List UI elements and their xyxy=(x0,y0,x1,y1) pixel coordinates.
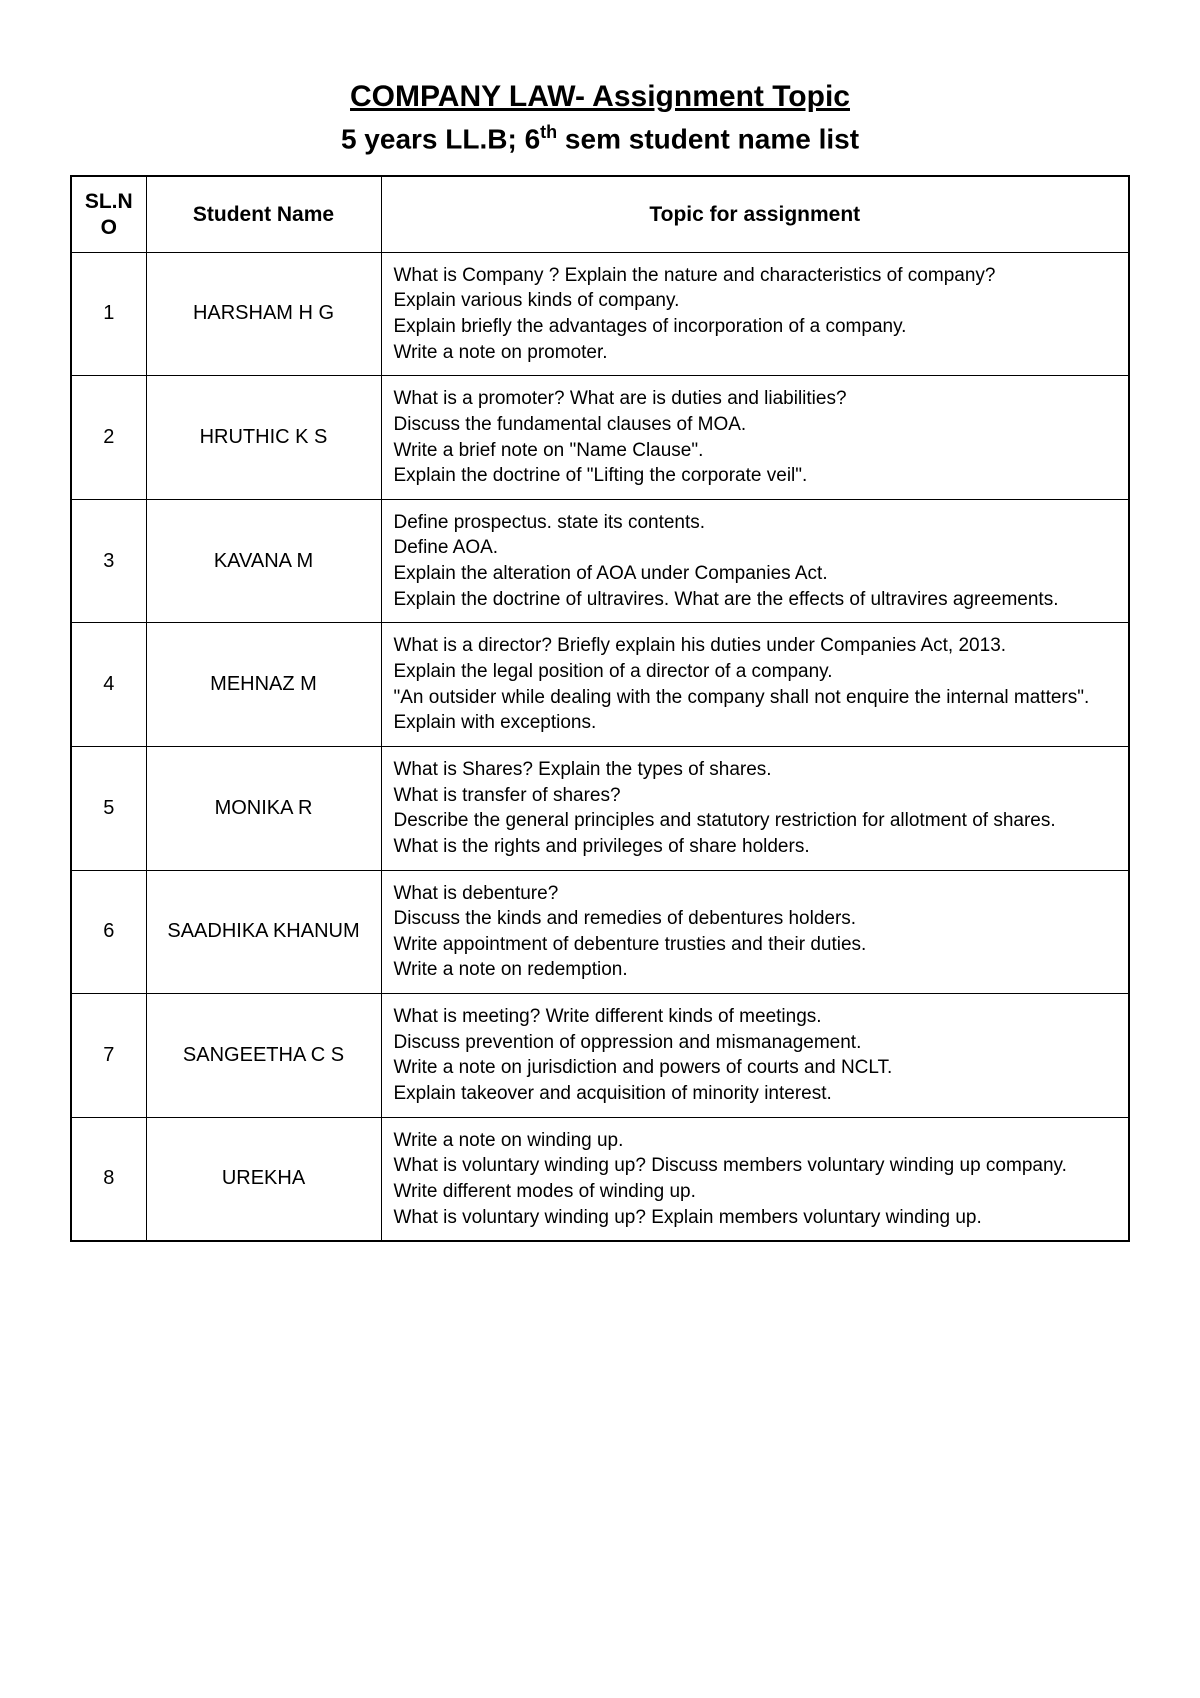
cell-student-name: HARSHAM H G xyxy=(146,252,381,376)
cell-student-name: SANGEETHA C S xyxy=(146,994,381,1118)
header-topic: Topic for assignment xyxy=(381,176,1129,252)
table-row: 6SAADHIKA KHANUMWhat is debenture? Discu… xyxy=(71,870,1129,994)
cell-slno: 7 xyxy=(71,994,146,1118)
cell-slno: 4 xyxy=(71,623,146,747)
cell-slno: 8 xyxy=(71,1117,146,1241)
table-row: 7SANGEETHA C SWhat is meeting? Write dif… xyxy=(71,994,1129,1118)
table-row: 2HRUTHIC K SWhat is a promoter? What are… xyxy=(71,376,1129,500)
table-row: 8UREKHAWrite a note on winding up. What … xyxy=(71,1117,1129,1241)
cell-topic: What is debenture? Discuss the kinds and… xyxy=(381,870,1129,994)
cell-student-name: KAVANA M xyxy=(146,499,381,623)
table-row: 1HARSHAM H GWhat is Company ? Explain th… xyxy=(71,252,1129,376)
cell-slno: 6 xyxy=(71,870,146,994)
cell-topic: What is a promoter? What are is duties a… xyxy=(381,376,1129,500)
cell-student-name: HRUTHIC K S xyxy=(146,376,381,500)
cell-student-name: SAADHIKA KHANUM xyxy=(146,870,381,994)
cell-student-name: MEHNAZ M xyxy=(146,623,381,747)
cell-topic: Write a note on winding up. What is volu… xyxy=(381,1117,1129,1241)
cell-student-name: MONIKA R xyxy=(146,746,381,870)
table-row: 3KAVANA MDefine prospectus. state its co… xyxy=(71,499,1129,623)
page-subtitle: 5 years LL.B; 6th sem student name list xyxy=(70,122,1130,155)
subtitle-sup: th xyxy=(540,122,557,142)
cell-topic: What is a director? Briefly explain his … xyxy=(381,623,1129,747)
cell-student-name: UREKHA xyxy=(146,1117,381,1241)
cell-topic: What is Company ? Explain the nature and… xyxy=(381,252,1129,376)
cell-topic: Define prospectus. state its contents. D… xyxy=(381,499,1129,623)
assignment-table: SL.N O Student Name Topic for assignment… xyxy=(70,175,1130,1242)
header-slno: SL.N O xyxy=(71,176,146,252)
cell-slno: 5 xyxy=(71,746,146,870)
cell-slno: 2 xyxy=(71,376,146,500)
table-row: 4MEHNAZ MWhat is a director? Briefly exp… xyxy=(71,623,1129,747)
table-row: 5MONIKA RWhat is Shares? Explain the typ… xyxy=(71,746,1129,870)
table-header-row: SL.N O Student Name Topic for assignment xyxy=(71,176,1129,252)
cell-topic: What is Shares? Explain the types of sha… xyxy=(381,746,1129,870)
subtitle-prefix: 5 years LL.B; 6 xyxy=(341,123,540,154)
cell-topic: What is meeting? Write different kinds o… xyxy=(381,994,1129,1118)
header-student-name: Student Name xyxy=(146,176,381,252)
cell-slno: 1 xyxy=(71,252,146,376)
subtitle-suffix: sem student name list xyxy=(557,123,859,154)
page-title: COMPANY LAW- Assignment Topic xyxy=(70,80,1130,114)
cell-slno: 3 xyxy=(71,499,146,623)
